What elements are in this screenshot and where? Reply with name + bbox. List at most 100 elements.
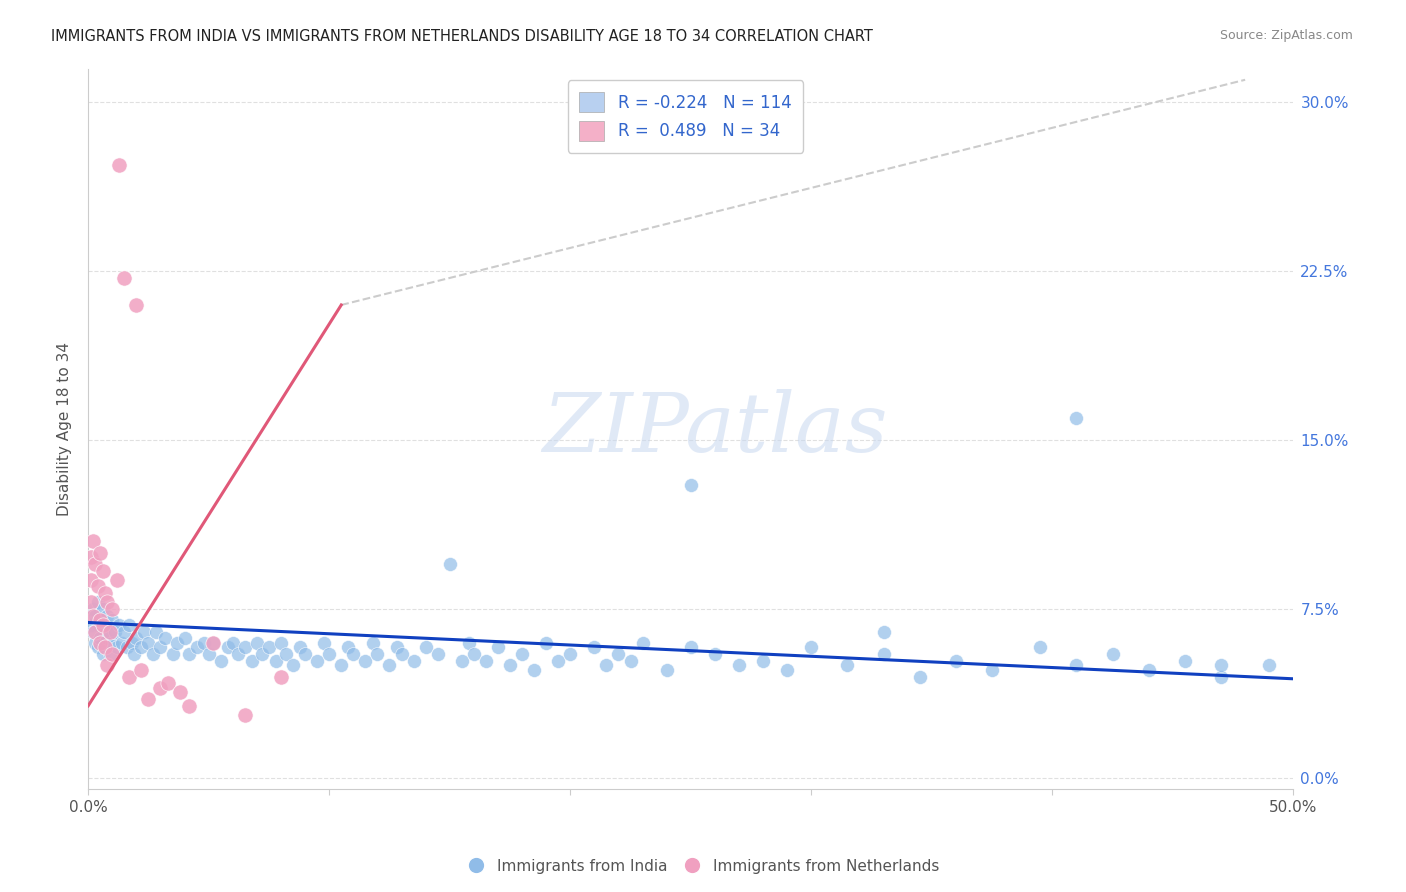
Point [294,647,316,661]
Point [222,636,245,650]
Point [98,624,121,639]
Point [91,564,114,578]
Point [129,663,152,677]
Point [314,636,336,650]
Point [122,647,145,661]
Point [1209,669,1232,683]
Point [486,640,509,655]
Point [560,647,582,661]
Point [908,669,931,683]
Point [82,624,104,639]
Point [264,654,287,668]
Point [197,647,219,661]
Point [125,298,148,312]
Point [79,617,101,632]
Point [156,676,179,690]
Point [415,640,437,655]
Point [1029,640,1052,655]
Point [523,663,546,677]
Point [217,640,239,655]
Point [82,608,104,623]
Point [202,636,225,650]
Point [112,624,135,639]
Point [426,647,449,661]
Point [98,624,121,639]
Point [595,658,617,673]
Point [583,640,606,655]
Point [138,692,160,706]
Point [84,557,107,571]
Point [84,624,107,639]
Point [84,608,107,623]
Point [1101,647,1123,661]
Point [354,654,377,668]
Point [226,647,249,661]
Point [631,636,654,650]
Point [270,669,292,683]
Point [96,608,118,623]
Text: ZIPatlas: ZIPatlas [543,389,887,469]
Point [111,636,134,650]
Point [1066,658,1088,673]
Point [679,478,702,492]
Point [142,647,165,661]
Point [1209,658,1232,673]
Point [98,647,121,661]
Text: Source: ZipAtlas.com: Source: ZipAtlas.com [1219,29,1353,42]
Point [118,617,141,632]
Point [89,546,111,560]
Point [149,640,172,655]
Point [145,624,167,639]
Point [96,658,118,673]
Point [270,636,292,650]
Point [450,654,472,668]
Point [981,663,1004,677]
Point [246,636,269,650]
Point [193,636,215,650]
Point [703,647,725,661]
Point [209,654,232,668]
Point [463,647,485,661]
Point [87,640,110,655]
Point [162,647,184,661]
Point [366,647,388,661]
Legend: R = -0.224   N = 114, R =  0.489   N = 34: R = -0.224 N = 114, R = 0.489 N = 34 [568,80,803,153]
Y-axis label: Disability Age 18 to 34: Disability Age 18 to 34 [58,342,72,516]
Point [115,640,138,655]
Point [307,654,329,668]
Point [281,658,304,673]
Point [101,602,124,616]
Point [1174,654,1197,668]
Point [89,613,111,627]
Point [337,640,360,655]
Point [318,647,340,661]
Point [330,658,353,673]
Point [155,632,177,646]
Point [108,158,131,172]
Point [87,595,110,609]
Point [82,602,104,616]
Point [79,550,101,565]
Point [105,640,128,655]
Point [89,636,111,650]
Point [101,636,124,650]
Point [96,595,118,609]
Point [202,636,225,650]
Point [104,624,127,639]
Point [138,636,160,650]
Point [391,647,413,661]
Point [1066,410,1088,425]
Point [166,636,188,650]
Point [872,624,894,639]
Point [129,640,152,655]
Point [510,647,533,661]
Point [439,557,461,571]
Point [169,685,191,699]
Point [121,636,143,650]
Point [378,658,401,673]
Point [1137,663,1160,677]
Point [91,617,114,632]
Point [179,647,201,661]
Point [547,654,569,668]
Point [385,640,408,655]
